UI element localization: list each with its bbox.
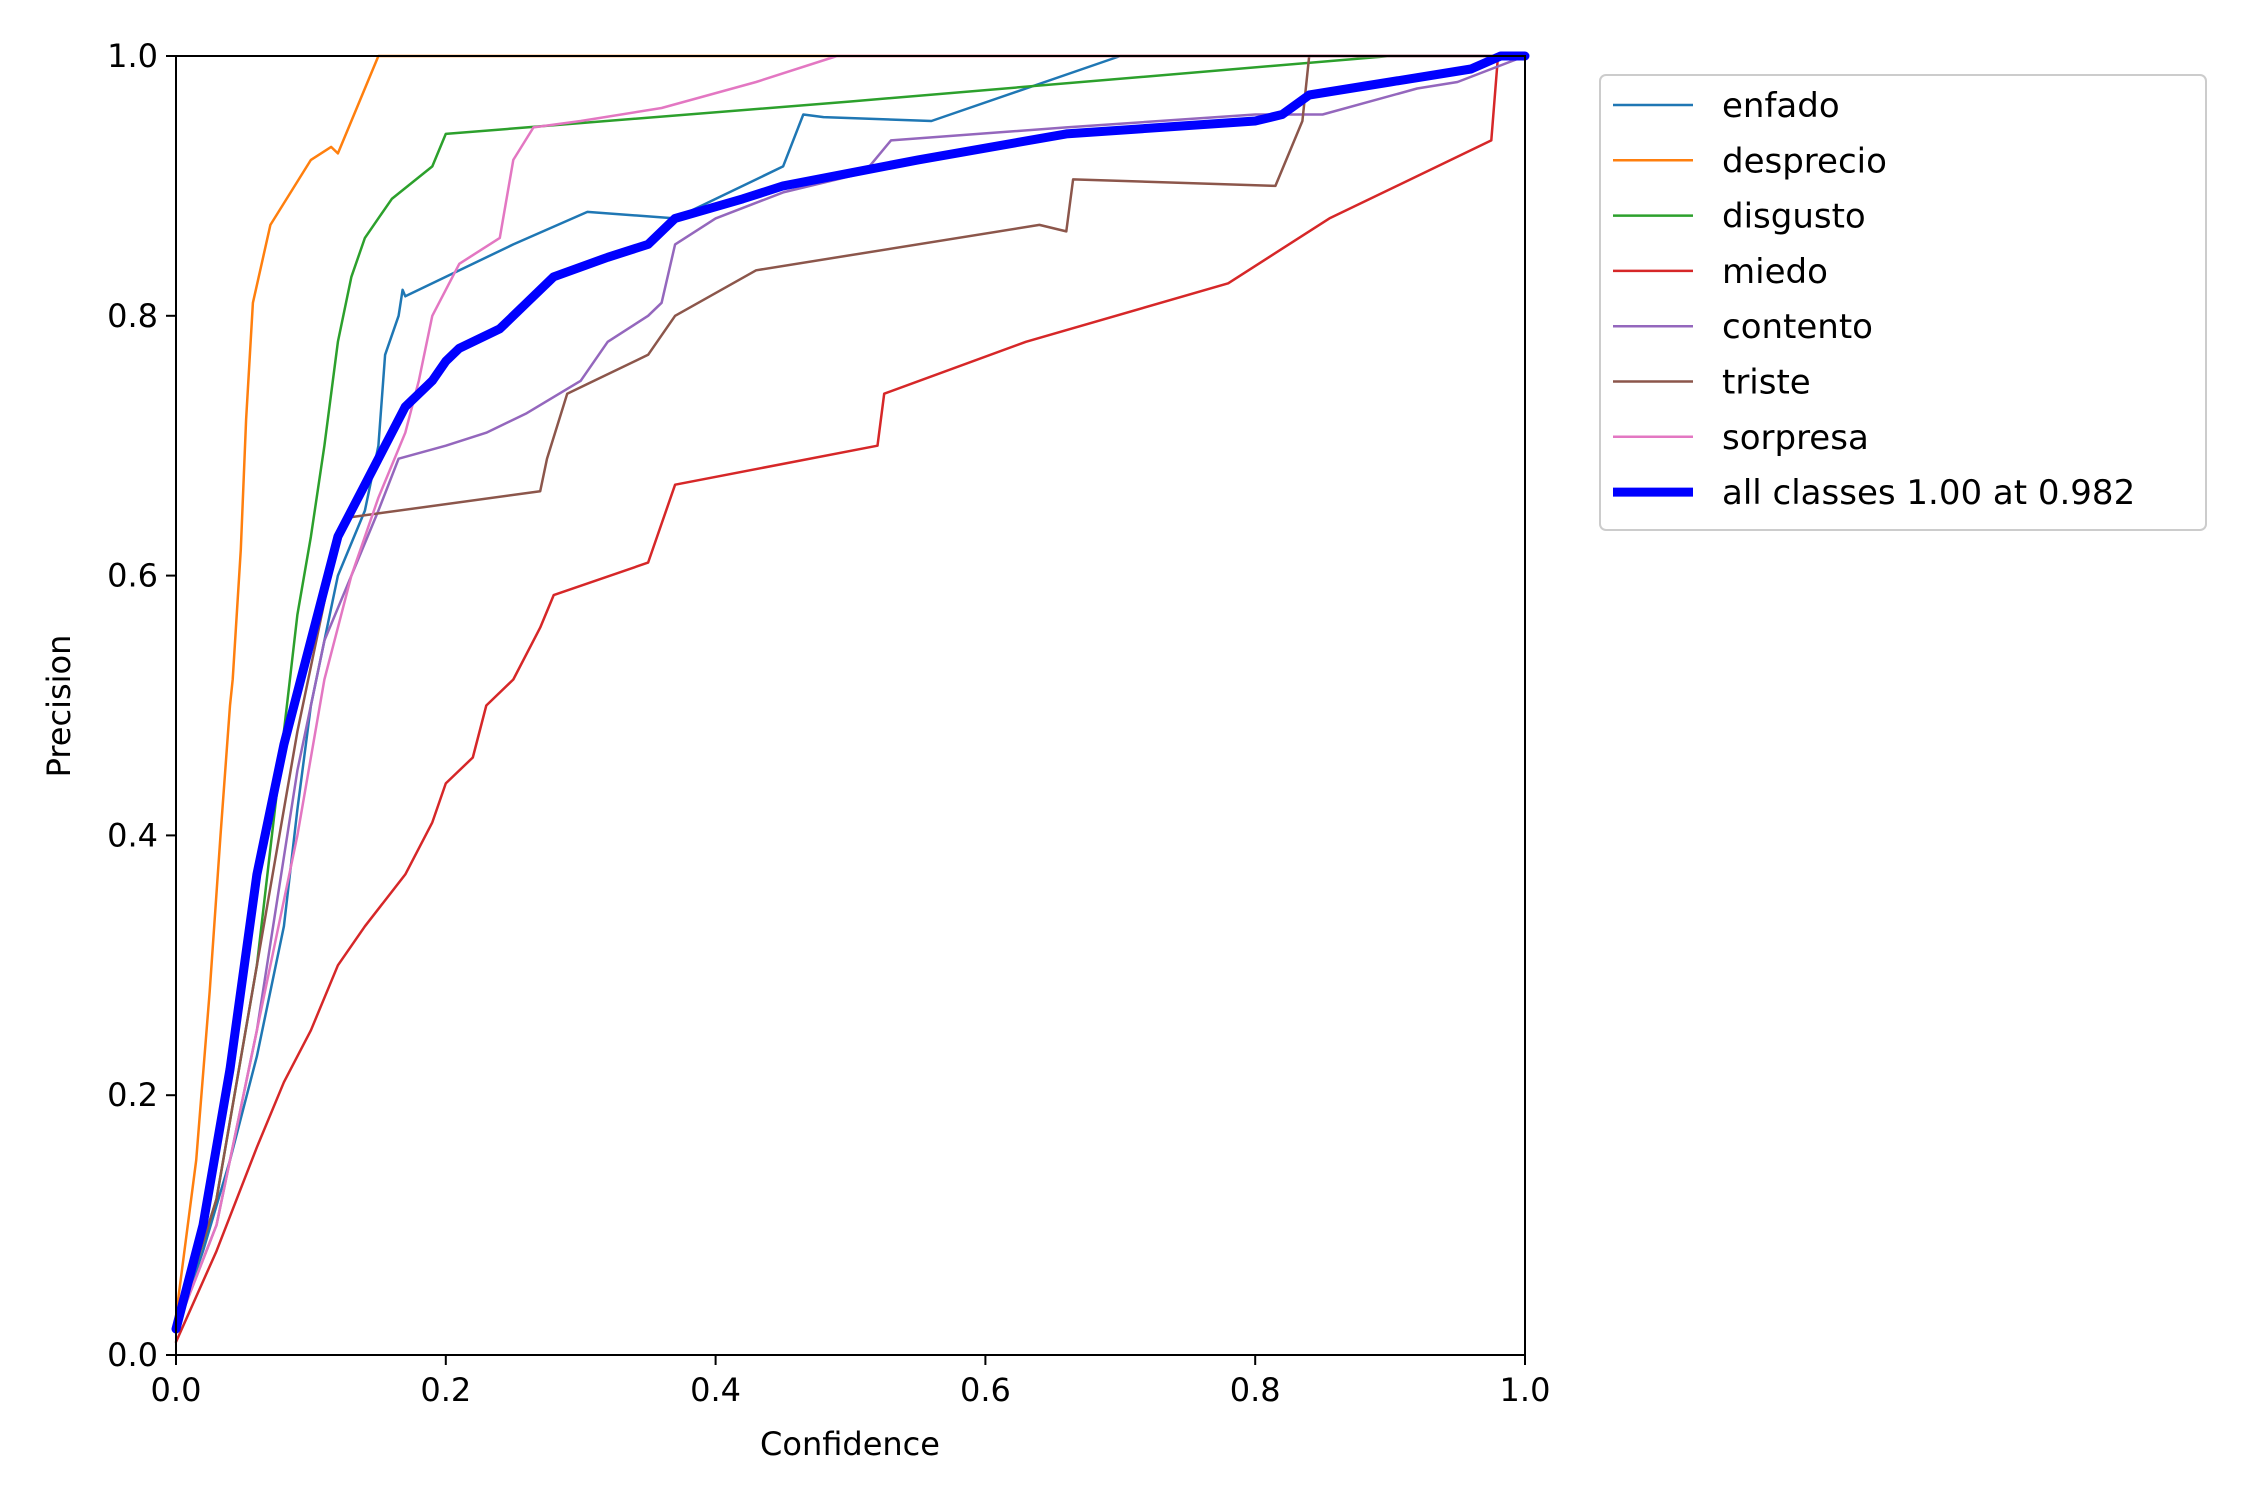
x-tick-label: 0.4 bbox=[690, 1371, 741, 1409]
series-line-6 bbox=[174, 54, 1527, 1331]
legend-label-4: contento bbox=[1722, 307, 1873, 347]
y-axis-ticks: 0.0 0.2 0.4 0.6 0.8 1.0 bbox=[107, 37, 176, 1374]
legend-label-7: all classes 1.00 at 0.982 bbox=[1722, 473, 2135, 513]
y-tick-label: 0.4 bbox=[107, 816, 158, 854]
y-axis-label: Precision bbox=[40, 635, 78, 778]
x-tick-label: 1.0 bbox=[1500, 1371, 1551, 1409]
plot-frame bbox=[175, 55, 1526, 1356]
plot-lines bbox=[171, 51, 1530, 1344]
series-line-1 bbox=[174, 54, 1527, 1318]
y-tick-label: 0.6 bbox=[107, 557, 158, 595]
legend-label-3: miedo bbox=[1722, 252, 1828, 292]
x-tick-label: 0.6 bbox=[960, 1371, 1011, 1409]
series-line-3 bbox=[174, 54, 1527, 1344]
x-axis-ticks: 0.0 0.2 0.4 0.6 0.8 1.0 bbox=[151, 1355, 1551, 1409]
y-tick-label: 0.2 bbox=[107, 1076, 158, 1114]
x-axis-label: Confidence bbox=[760, 1425, 940, 1463]
series-line-4 bbox=[174, 54, 1527, 1331]
series-line-0 bbox=[174, 54, 1527, 1331]
legend-frame bbox=[1599, 74, 2207, 531]
legend-label-5: triste bbox=[1722, 363, 1811, 403]
y-tick-label: 0.8 bbox=[107, 297, 158, 335]
legend-label-6: sorpresa bbox=[1722, 418, 1869, 458]
y-tick-label: 0.0 bbox=[107, 1336, 158, 1374]
y-tick-label: 1.0 bbox=[107, 37, 158, 75]
series-line-2 bbox=[174, 54, 1527, 1331]
legend-label-2: disgusto bbox=[1722, 197, 1866, 237]
series-line-5 bbox=[174, 54, 1527, 1331]
legend-label-0: enfado bbox=[1722, 86, 1840, 126]
series-line-7 bbox=[171, 51, 1530, 1334]
x-tick-label: 0.2 bbox=[420, 1371, 471, 1409]
x-tick-label: 0.8 bbox=[1230, 1371, 1281, 1409]
x-tick-label: 0.0 bbox=[151, 1371, 202, 1409]
legend-label-1: desprecio bbox=[1722, 141, 1887, 181]
legend: enfado desprecio disgusto miedo contento tris… bbox=[1599, 74, 2207, 531]
